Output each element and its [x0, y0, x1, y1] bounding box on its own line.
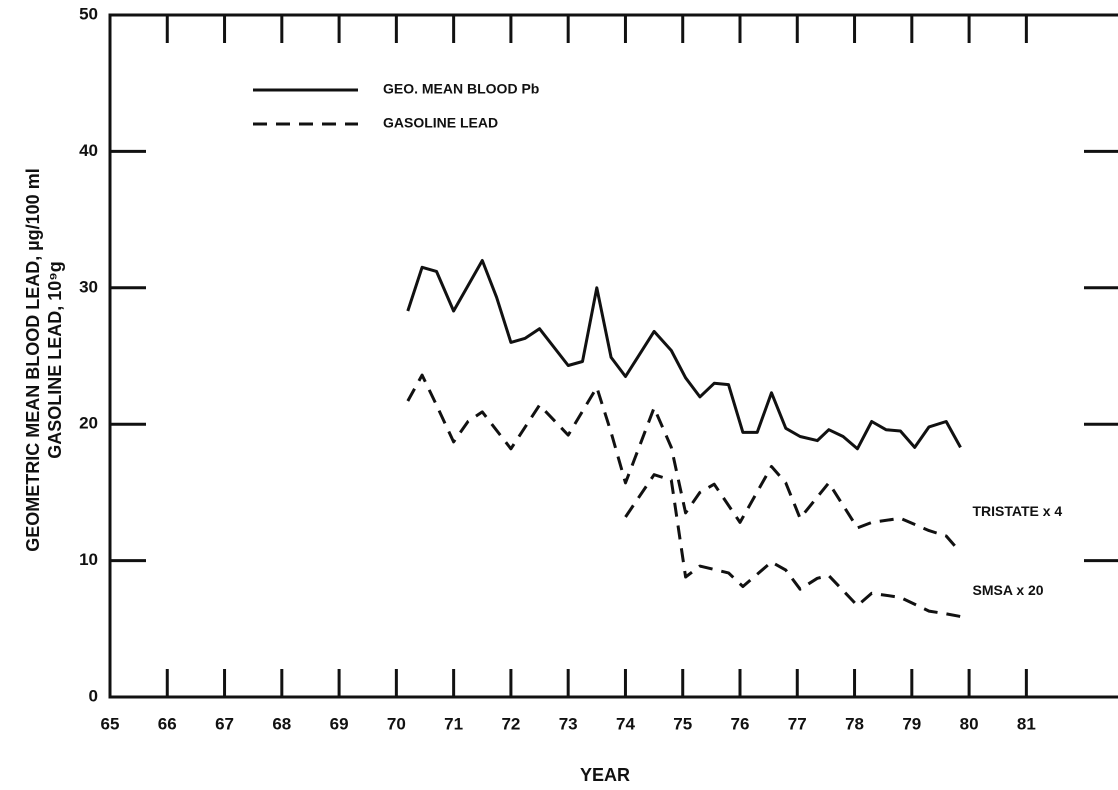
x-tick-label: 71: [444, 714, 463, 733]
x-tick-label: 72: [501, 714, 520, 733]
x-tick-label: 69: [330, 714, 349, 733]
y-axis-label: GEOMETRIC MEAN BLOOD LEAD, µg/100 ml: [23, 168, 43, 551]
series-line: [406, 259, 962, 451]
y-tick-label: 20: [79, 414, 98, 433]
x-tick-label: 79: [902, 714, 921, 733]
x-tick-label: 73: [559, 714, 578, 733]
y-tick-label: 30: [79, 277, 98, 296]
y-tick-label: 10: [79, 550, 98, 569]
series-line: [406, 373, 962, 554]
x-axis-label: YEAR: [580, 765, 630, 785]
series-line: [624, 473, 961, 618]
x-tick-label: 77: [788, 714, 807, 733]
y-tick-label: 0: [89, 686, 98, 705]
x-tick-label: 67: [215, 714, 234, 733]
x-tick-label: 80: [960, 714, 979, 733]
x-tick-label: 75: [673, 714, 692, 733]
y-tick-label: 40: [79, 141, 98, 160]
x-tick-label: 66: [158, 714, 177, 733]
series-label: TRISTATE x 4: [973, 503, 1063, 519]
y-axis-label: GASOLINE LEAD, 10⁹g: [45, 261, 65, 459]
x-tick-label: 65: [101, 714, 120, 733]
series-label: SMSA x 20: [973, 582, 1044, 598]
y-tick-label: 50: [79, 4, 98, 23]
x-tick-label: 76: [731, 714, 750, 733]
plot-frame: [108, 13, 1118, 699]
x-tick-label: 70: [387, 714, 406, 733]
legend-label: GEO. MEAN BLOOD Pb: [383, 81, 539, 97]
x-tick-label: 74: [616, 714, 635, 733]
x-tick-label: 81: [1017, 714, 1036, 733]
x-tick-label: 68: [272, 714, 291, 733]
legend-label: GASOLINE LEAD: [383, 115, 498, 131]
x-tick-label: 78: [845, 714, 864, 733]
